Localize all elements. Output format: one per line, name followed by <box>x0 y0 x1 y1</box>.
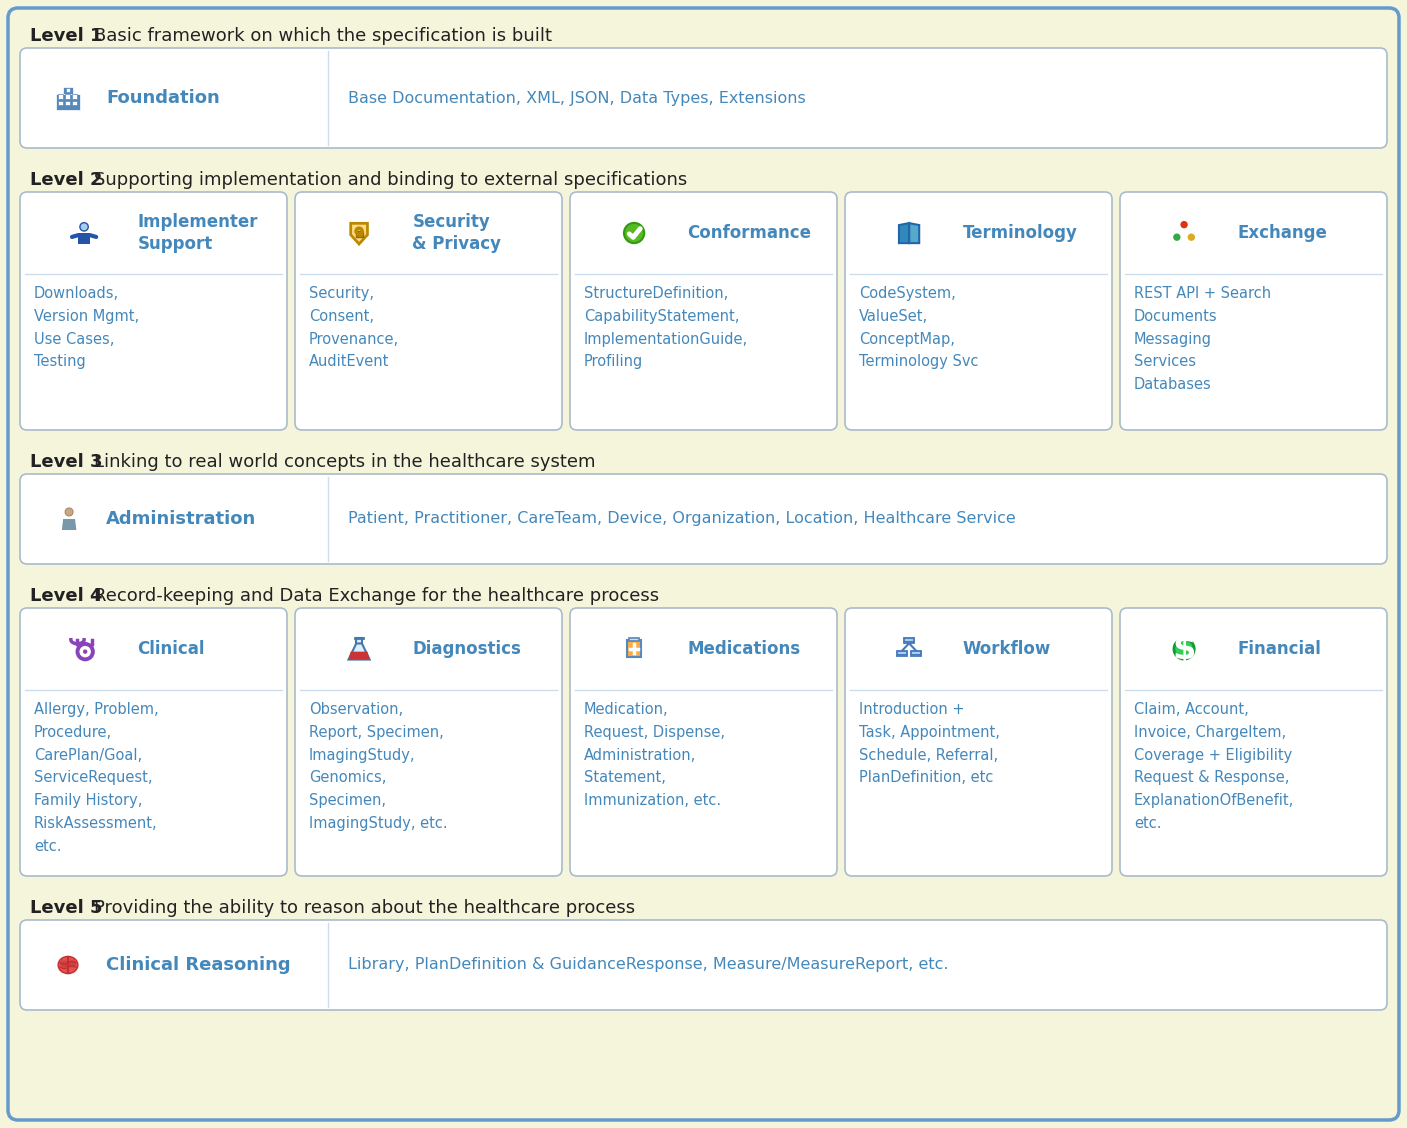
Text: Basic framework on which the specification is built: Basic framework on which the specificati… <box>94 27 552 45</box>
FancyBboxPatch shape <box>8 8 1399 1120</box>
Text: Administration: Administration <box>106 510 256 528</box>
Bar <box>72 95 77 99</box>
Text: Level 2: Level 2 <box>30 171 103 190</box>
Ellipse shape <box>68 960 76 968</box>
Text: Introduction +
Task, Appointment,
Schedule, Referral,
PlanDefinition, etc: Introduction + Task, Appointment, Schedu… <box>860 702 1000 785</box>
Text: Conformance: Conformance <box>688 224 812 243</box>
Text: Security,
Consent,
Provenance,
AuditEvent: Security, Consent, Provenance, AuditEven… <box>310 287 400 369</box>
Bar <box>629 637 639 641</box>
Bar <box>898 651 908 656</box>
Text: Level 4: Level 4 <box>30 587 103 605</box>
Polygon shape <box>62 519 76 530</box>
Bar <box>65 95 70 99</box>
Circle shape <box>83 650 87 654</box>
Text: Foundation: Foundation <box>106 89 219 107</box>
Text: Security
& Privacy: Security & Privacy <box>412 213 501 253</box>
Bar <box>628 641 640 656</box>
Text: CodeSystem,
ValueSet,
ConceptMap,
Terminology Svc: CodeSystem, ValueSet, ConceptMap, Termin… <box>860 287 978 369</box>
Text: Providing the ability to reason about the healthcare process: Providing the ability to reason about th… <box>94 899 635 917</box>
Bar <box>58 95 63 99</box>
Bar <box>56 94 80 109</box>
Text: Linking to real world concepts in the healthcare system: Linking to real world concepts in the he… <box>94 453 595 472</box>
Text: Level 5: Level 5 <box>30 899 103 917</box>
Text: Clinical Reasoning: Clinical Reasoning <box>106 957 291 973</box>
Bar <box>905 637 915 643</box>
Text: Library, PlanDefinition & GuidanceResponse, Measure/MeasureReport, etc.: Library, PlanDefinition & GuidanceRespon… <box>348 958 948 972</box>
Bar <box>66 88 70 91</box>
Text: Level 3: Level 3 <box>30 453 103 472</box>
Text: REST API + Search
Documents
Messaging
Services
Databases: REST API + Search Documents Messaging Se… <box>1134 287 1271 393</box>
Text: Record-keeping and Data Exchange for the healthcare process: Record-keeping and Data Exchange for the… <box>94 587 658 605</box>
Bar <box>356 637 362 644</box>
Text: StructureDefinition,
CapabilityStatement,
ImplementationGuide,
Profiling: StructureDefinition, CapabilityStatement… <box>584 287 749 369</box>
FancyBboxPatch shape <box>20 192 287 430</box>
Polygon shape <box>349 652 370 660</box>
Ellipse shape <box>58 957 77 973</box>
FancyBboxPatch shape <box>1120 192 1387 430</box>
Circle shape <box>1173 638 1195 659</box>
Text: Claim, Account,
Invoice, ChargeItem,
Coverage + Eligibility
Request & Response,
: Claim, Account, Invoice, ChargeItem, Cov… <box>1134 702 1294 831</box>
FancyBboxPatch shape <box>295 192 561 430</box>
Circle shape <box>80 222 89 231</box>
Text: Patient, Practitioner, CareTeam, Device, Organization, Location, Healthcare Serv: Patient, Practitioner, CareTeam, Device,… <box>348 511 1016 527</box>
Text: Level 1: Level 1 <box>30 27 103 45</box>
Text: Exchange: Exchange <box>1238 224 1327 243</box>
Bar <box>58 102 63 106</box>
Text: Allergy, Problem,
Procedure,
CarePlan/Goal,
ServiceRequest,
Family History,
Risk: Allergy, Problem, Procedure, CarePlan/Go… <box>34 702 159 854</box>
FancyBboxPatch shape <box>570 192 837 430</box>
Text: Implementer
Support: Implementer Support <box>138 213 257 253</box>
Bar <box>356 231 363 237</box>
Bar <box>72 102 77 106</box>
Polygon shape <box>899 223 909 244</box>
Circle shape <box>65 508 73 515</box>
Text: Medication,
Request, Dispense,
Administration,
Statement,
Immunization, etc.: Medication, Request, Dispense, Administr… <box>584 702 725 808</box>
Text: Supporting implementation and binding to external specifications: Supporting implementation and binding to… <box>94 171 687 190</box>
Circle shape <box>1172 232 1182 241</box>
Polygon shape <box>349 643 370 660</box>
FancyBboxPatch shape <box>1120 608 1387 876</box>
Ellipse shape <box>61 960 68 968</box>
Text: Terminology: Terminology <box>962 224 1078 243</box>
Polygon shape <box>350 223 367 244</box>
Polygon shape <box>909 223 919 244</box>
Bar <box>912 651 922 656</box>
Circle shape <box>1179 220 1189 229</box>
FancyBboxPatch shape <box>295 608 561 876</box>
Text: Diagnostics: Diagnostics <box>412 640 522 658</box>
FancyBboxPatch shape <box>20 920 1387 1010</box>
Text: $: $ <box>1172 633 1196 666</box>
Text: Observation,
Report, Specimen,
ImagingStudy,
Genomics,
Specimen,
ImagingStudy, e: Observation, Report, Specimen, ImagingSt… <box>310 702 447 831</box>
Text: Medications: Medications <box>688 640 801 658</box>
FancyBboxPatch shape <box>20 49 1387 148</box>
FancyBboxPatch shape <box>20 474 1387 564</box>
FancyBboxPatch shape <box>20 608 287 876</box>
FancyBboxPatch shape <box>846 192 1112 430</box>
Text: Base Documentation, XML, JSON, Data Types, Extensions: Base Documentation, XML, JSON, Data Type… <box>348 90 805 106</box>
Circle shape <box>623 223 644 244</box>
Text: Financial: Financial <box>1238 640 1321 658</box>
Circle shape <box>1188 232 1196 241</box>
Text: Clinical: Clinical <box>138 640 205 658</box>
Text: Downloads,
Version Mgmt,
Use Cases,
Testing: Downloads, Version Mgmt, Use Cases, Test… <box>34 287 139 369</box>
Bar <box>63 87 73 95</box>
FancyBboxPatch shape <box>846 608 1112 876</box>
Bar <box>77 233 90 244</box>
Bar <box>65 102 70 106</box>
Text: Workflow: Workflow <box>962 640 1051 658</box>
FancyBboxPatch shape <box>570 608 837 876</box>
